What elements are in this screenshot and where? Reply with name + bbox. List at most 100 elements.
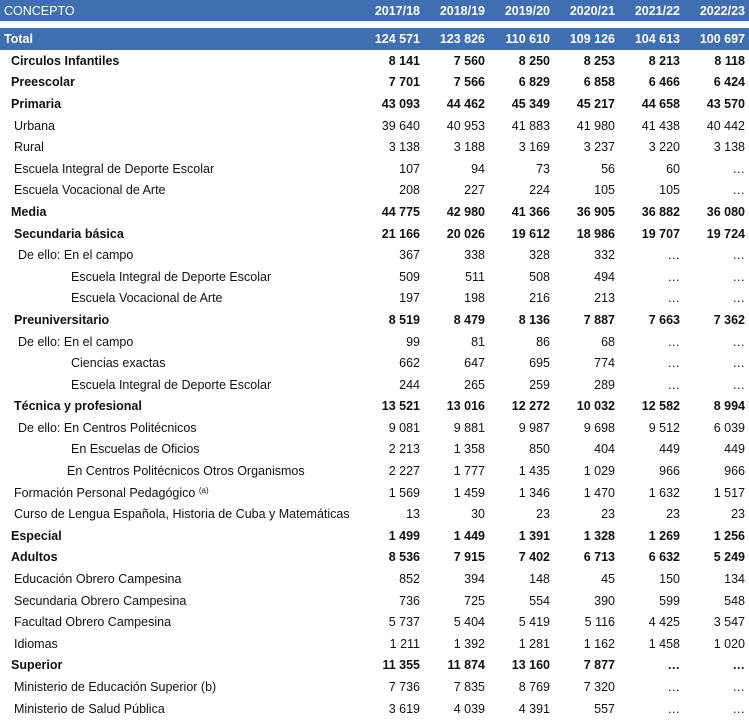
cell-value: 1 358	[453, 442, 485, 457]
cell-value: 44 462	[446, 96, 485, 111]
cell-value: 23	[666, 507, 680, 522]
cell-value: 13 016	[446, 399, 485, 414]
cell-value: 5 249	[713, 550, 745, 565]
row-label-text: Educación Obrero Campesina	[14, 572, 182, 587]
cell-value: 557	[594, 701, 615, 716]
cell-value: 8 994	[713, 399, 745, 414]
cell-value: 8 141	[388, 53, 420, 68]
cell-value: …	[732, 701, 746, 716]
cell-value: 41 980	[576, 118, 615, 133]
cell-value: 4 391	[518, 701, 550, 716]
cell-value: 850	[529, 442, 550, 457]
table-row: Rural 3 138 3 188 3 169 3 237 3 220 3 138	[0, 136, 749, 158]
cell-value: 1 458	[648, 636, 680, 651]
row-label: De ello: En el campo	[0, 331, 359, 353]
column-header-year: 2020/21	[569, 3, 615, 18]
cell-value: 7 887	[583, 312, 615, 327]
cell-value: …	[732, 377, 746, 392]
table-row: Superior 11 355 11 874 13 160 7 877……	[0, 655, 749, 677]
row-label: Especial	[0, 525, 359, 547]
row-label: Escuela Integral de Deporte Escolar	[0, 266, 359, 288]
row-label-text: Escuela Vocacional de Arte	[14, 183, 166, 198]
cell-value: 1 470	[583, 485, 615, 500]
table-row: Urbana 39 640 40 953 41 883 41 980 41 438 40 4…	[0, 115, 749, 137]
cell-value: 227	[464, 183, 485, 198]
cell-value: 1 162	[583, 636, 615, 651]
row-label: Secundaria básica	[0, 223, 359, 245]
cell-value: 7 320	[583, 680, 615, 695]
row-label-text: Rural	[14, 140, 44, 155]
cell-value: 1 328	[583, 528, 615, 543]
cell-value: 265	[464, 377, 485, 392]
row-label: En Escuelas de Oficios	[0, 439, 359, 461]
cell-value: …	[667, 248, 681, 263]
cell-value: 9 881	[453, 420, 485, 435]
cell-value: 36 905	[576, 204, 615, 219]
cell-value: 7 566	[453, 75, 485, 90]
cell-value: 94	[471, 161, 485, 176]
column-header-year: 2022/23	[699, 3, 745, 18]
cell-value: 68	[601, 334, 615, 349]
cell-value: 7 835	[453, 680, 485, 695]
cell-value: 100 697	[699, 32, 745, 46]
table-row: Escuela Vocacional de Arte 208 227 224 105 10…	[0, 180, 749, 202]
row-label: Urbana	[0, 115, 359, 137]
cell-value: 6 713	[583, 550, 615, 565]
cell-value: 6 424	[713, 75, 745, 90]
row-label-text: Idiomas	[14, 636, 58, 651]
row-label: Superior	[0, 655, 359, 677]
cell-value: 9 081	[388, 420, 420, 435]
cell-value: 3 188	[453, 140, 485, 155]
cell-value: 1 392	[453, 636, 485, 651]
cell-value: 23	[731, 507, 745, 522]
row-label: Preuniversitario	[0, 309, 359, 331]
cell-value: 7 402	[518, 550, 550, 565]
cell-value: …	[667, 291, 681, 306]
row-label-text: Curso de Lengua Española, Historia de Cu…	[14, 507, 350, 522]
cell-value: 367	[399, 248, 420, 263]
cell-value: 647	[464, 356, 485, 371]
row-label-text: Secundaria básica	[14, 226, 124, 241]
table-row: Formación Personal Pedagógico (a) 1 569 1 …	[0, 482, 749, 504]
cell-value: 3 169	[518, 140, 550, 155]
cell-value: 7 560	[453, 53, 485, 68]
row-label-text: Facultad Obrero Campesina	[14, 615, 172, 630]
cell-value: 216	[529, 291, 550, 306]
row-label-text: Escuela Integral de Deporte Escolar	[14, 161, 215, 176]
cell-value: 1 632	[648, 485, 680, 500]
table-row: En Centros Politécnicos Otros Organismos…	[0, 460, 749, 482]
cell-value: 5 737	[388, 615, 420, 630]
cell-value: 554	[529, 593, 550, 608]
cell-value: 662	[399, 356, 420, 371]
cell-value: 18 986	[576, 226, 615, 241]
row-label: Ciencias exactas	[0, 352, 359, 374]
table-row: Ministerio de Educación Superior (b) 7 73…	[0, 676, 749, 698]
cell-value: 3 619	[388, 701, 420, 716]
cell-value: 508	[529, 269, 550, 284]
cell-value: 224	[529, 183, 550, 198]
cell-value: 13 521	[381, 399, 420, 414]
cell-value: 390	[594, 593, 615, 608]
cell-value: 30	[471, 507, 485, 522]
cell-value: 5 419	[518, 615, 550, 630]
cell-value: 110 610	[505, 32, 551, 46]
row-label-text: Urbana	[14, 118, 55, 133]
cell-value: 966	[659, 464, 680, 479]
cell-value: 134	[724, 572, 745, 587]
cell-value: …	[732, 269, 746, 284]
cell-value: …	[667, 701, 681, 716]
row-label: De ello: En Centros Politécnicos	[0, 417, 359, 439]
cell-value: 19 707	[641, 226, 680, 241]
cell-value: 449	[659, 442, 680, 457]
cell-value: 109 126	[569, 32, 615, 46]
cell-value: 23	[601, 507, 615, 522]
cell-value: 36 080	[706, 204, 745, 219]
cell-value: 8 519	[388, 312, 420, 327]
table-row: Especial 1 499 1 449 1 391 1 328 1 269 1 256	[0, 525, 749, 547]
table-row: Ciencias exactas 662 647 695 774……	[0, 352, 749, 374]
cell-value: …	[667, 658, 681, 673]
cell-value: 394	[464, 572, 485, 587]
cell-value: 3 138	[713, 140, 745, 155]
cell-value: 1 449	[453, 528, 485, 543]
cell-value: 20 026	[446, 226, 485, 241]
